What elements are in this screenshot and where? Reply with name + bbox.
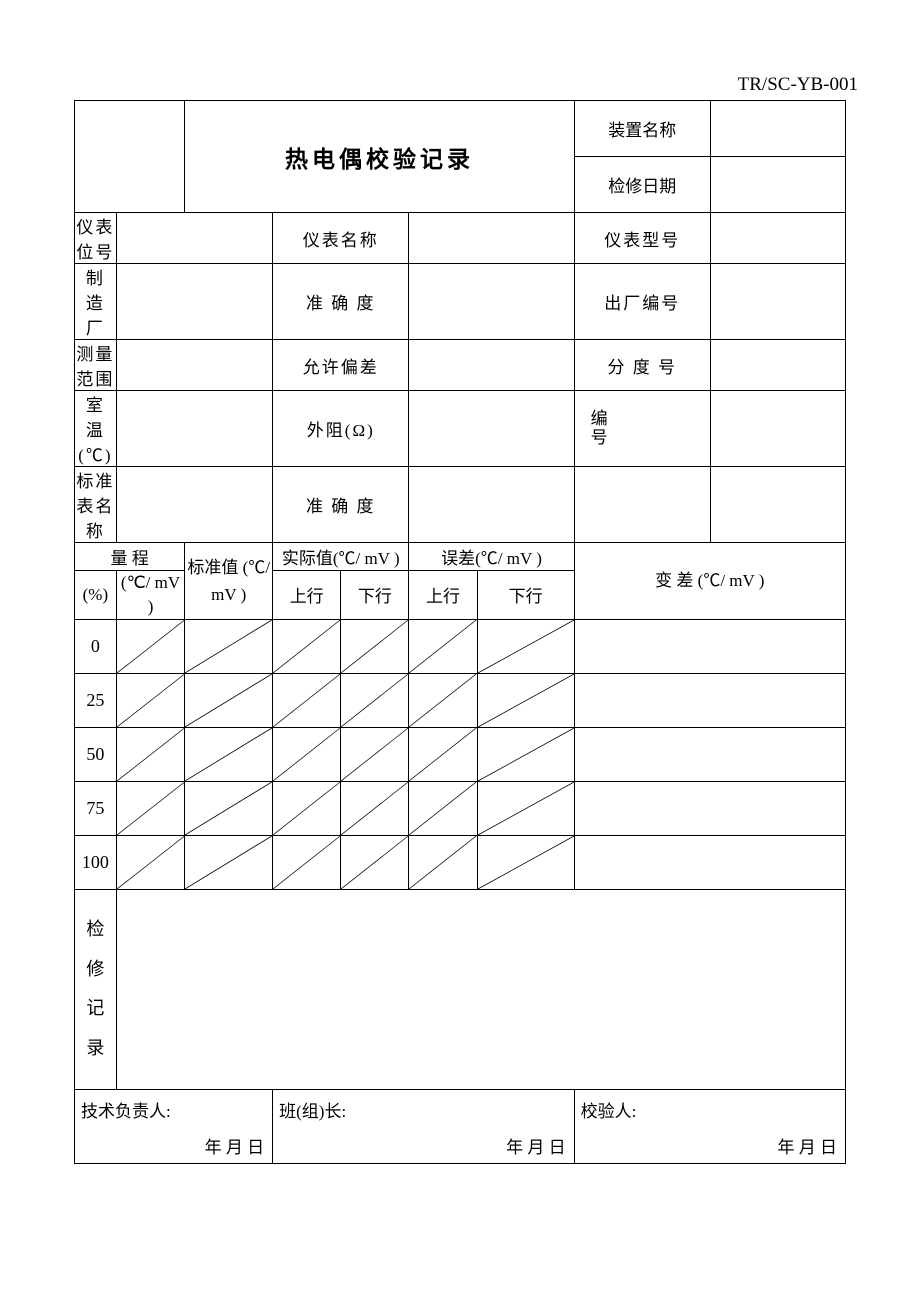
table-cell[interactable] <box>185 673 273 727</box>
table-cell[interactable] <box>574 835 845 889</box>
table-cell[interactable] <box>477 619 574 673</box>
actual-down-header: 下行 <box>341 571 409 620</box>
instrument-tag-label: 仪表位号 <box>75 213 117 264</box>
calib-date[interactable]: 年 月 日 <box>574 1129 845 1163</box>
serial-value[interactable] <box>710 391 845 467</box>
table-cell[interactable] <box>341 781 409 835</box>
table-cell[interactable] <box>409 835 477 889</box>
range-label: 测量范围 <box>75 340 117 391</box>
instrument-model-value[interactable] <box>710 213 845 264</box>
table-cell[interactable] <box>341 835 409 889</box>
factory-no-value[interactable] <box>710 264 845 340</box>
std-instrument-value[interactable] <box>116 467 272 543</box>
team-lead-label: 班(组)长: <box>273 1089 574 1129</box>
manufacturer-value[interactable] <box>116 264 272 340</box>
variance-header: 变 差 (℃/ mV ) <box>574 543 845 620</box>
maint-date-value[interactable] <box>710 157 845 213</box>
table-cell[interactable] <box>116 835 185 889</box>
table-cell[interactable] <box>185 835 273 889</box>
instrument-name-label: 仪表名称 <box>273 213 409 264</box>
std-accuracy-value[interactable] <box>409 467 574 543</box>
percent-header: (%) <box>75 571 117 620</box>
table-cell[interactable] <box>341 619 409 673</box>
table-cell[interactable] <box>409 727 477 781</box>
room-temp-value[interactable] <box>116 391 272 467</box>
tech-date[interactable]: 年 月 日 <box>75 1129 273 1163</box>
actual-header: 实际值(℃/ mV ) <box>273 543 409 571</box>
team-date[interactable]: 年 月 日 <box>273 1129 574 1163</box>
maint-record-area[interactable] <box>116 889 845 1089</box>
error-up-header: 上行 <box>409 571 477 620</box>
form-container: 热电偶校验记录 装置名称 检修日期 仪表位号 仪表名称 仪表型号 制 造 厂 准… <box>74 100 846 1164</box>
table-cell[interactable] <box>341 673 409 727</box>
tech-lead-label: 技术负责人: <box>75 1089 273 1129</box>
row-percent: 50 <box>75 727 117 781</box>
error-down-header: 下行 <box>477 571 574 620</box>
serial-label: 编号 <box>574 391 710 467</box>
row-percent: 75 <box>75 781 117 835</box>
cmv-header: (℃/ mV ) <box>116 571 185 620</box>
table-cell[interactable] <box>477 835 574 889</box>
instrument-tag-value[interactable] <box>116 213 272 264</box>
table-cell[interactable] <box>185 781 273 835</box>
accuracy-label: 准 确 度 <box>273 264 409 340</box>
std-value-header: 标准值 (℃/ mV ) <box>185 543 273 620</box>
row-percent: 100 <box>75 835 117 889</box>
range-header: 量 程 <box>75 543 185 571</box>
row-percent: 25 <box>75 673 117 727</box>
form-title: 热电偶校验记录 <box>185 101 574 213</box>
table-cell[interactable] <box>273 673 341 727</box>
instrument-name-value[interactable] <box>409 213 574 264</box>
table-cell[interactable] <box>477 673 574 727</box>
ext-res-value[interactable] <box>409 391 574 467</box>
range-value[interactable] <box>116 340 272 391</box>
empty-value[interactable] <box>710 467 845 543</box>
table-cell[interactable] <box>116 727 185 781</box>
error-header: 误差(℃/ mV ) <box>409 543 574 571</box>
table-cell[interactable] <box>574 619 845 673</box>
table-cell[interactable] <box>574 781 845 835</box>
tolerance-value[interactable] <box>409 340 574 391</box>
table-cell[interactable] <box>477 727 574 781</box>
maint-date-label: 检修日期 <box>574 157 710 213</box>
manufacturer-label: 制 造 厂 <box>75 264 117 340</box>
actual-up-header: 上行 <box>273 571 341 620</box>
std-instrument-label: 标准表名称 <box>75 467 117 543</box>
table-cell[interactable] <box>273 781 341 835</box>
device-name-value[interactable] <box>710 101 845 157</box>
table-cell[interactable] <box>273 835 341 889</box>
table-cell[interactable] <box>574 673 845 727</box>
table-cell[interactable] <box>409 781 477 835</box>
table-cell[interactable] <box>341 727 409 781</box>
document-number: TR/SC-YB-001 <box>738 74 858 96</box>
std-accuracy-label: 准 确 度 <box>273 467 409 543</box>
factory-no-label: 出厂编号 <box>574 264 710 340</box>
table-cell[interactable] <box>116 673 185 727</box>
ext-res-label: 外阻(Ω) <box>273 391 409 467</box>
tolerance-label: 允许偏差 <box>273 340 409 391</box>
table-cell[interactable] <box>185 619 273 673</box>
calibration-form-table: 热电偶校验记录 装置名称 检修日期 仪表位号 仪表名称 仪表型号 制 造 厂 准… <box>74 100 846 1164</box>
accuracy-value[interactable] <box>409 264 574 340</box>
empty-label <box>574 467 710 543</box>
table-cell[interactable] <box>185 727 273 781</box>
table-cell[interactable] <box>409 619 477 673</box>
maint-record-label: 检 修 记 录 <box>75 889 117 1089</box>
row-percent: 0 <box>75 619 117 673</box>
table-cell[interactable] <box>116 619 185 673</box>
table-cell[interactable] <box>574 727 845 781</box>
calibrator-label: 校验人: <box>574 1089 845 1129</box>
device-name-label: 装置名称 <box>574 101 710 157</box>
table-cell[interactable] <box>116 781 185 835</box>
table-cell[interactable] <box>273 727 341 781</box>
table-cell[interactable] <box>477 781 574 835</box>
table-cell[interactable] <box>409 673 477 727</box>
table-cell[interactable] <box>273 619 341 673</box>
instrument-model-label: 仪表型号 <box>574 213 710 264</box>
scale-no-value[interactable] <box>710 340 845 391</box>
room-temp-label: 室 温(℃) <box>75 391 117 467</box>
scale-no-label: 分 度 号 <box>574 340 710 391</box>
